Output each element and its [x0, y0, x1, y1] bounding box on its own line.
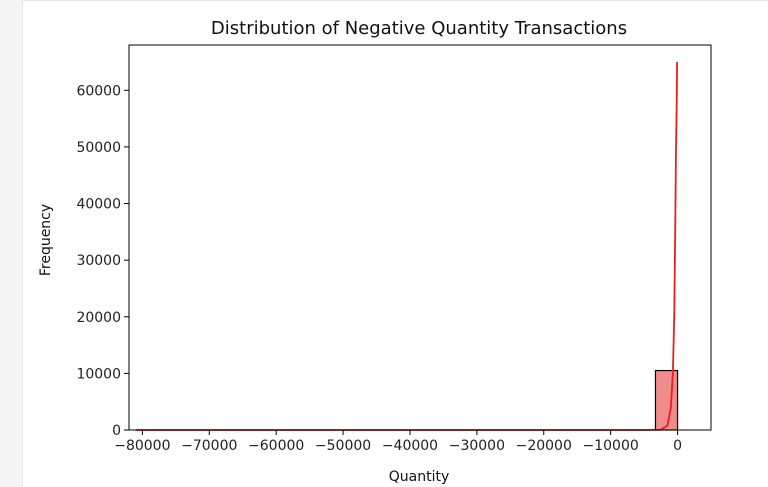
x-tick-label: −70000: [181, 438, 237, 454]
x-tick-label: −50000: [315, 438, 371, 454]
y-tick-label: 50000: [76, 140, 121, 156]
x-tick-label: −20000: [516, 438, 572, 454]
x-tick-label: −80000: [114, 438, 170, 454]
y-tick-label: 60000: [76, 83, 121, 99]
y-tick-label: 0: [112, 423, 121, 439]
y-tick-label: 40000: [76, 197, 121, 213]
kde-line: [135, 61, 678, 431]
y-axis-label: Frequency: [38, 204, 54, 276]
x-tick-label: 0: [673, 438, 682, 454]
y-tick-label: 10000: [76, 366, 121, 382]
x-tick-label: −10000: [583, 438, 639, 454]
plot-area-frame: [128, 44, 712, 431]
x-tick-label: −40000: [382, 438, 438, 454]
chart-title: Distribution of Negative Quantity Transa…: [211, 18, 627, 39]
x-axis-label: Quantity: [389, 469, 450, 485]
x-tick-label: −30000: [449, 438, 505, 454]
y-tick-label: 30000: [76, 253, 121, 269]
x-tick-label: −60000: [248, 438, 304, 454]
cell-top-border: [22, 0, 768, 1]
histogram-bar-0: [654, 369, 679, 431]
y-tick-label: 20000: [76, 310, 121, 326]
notebook-gutter: [0, 0, 23, 487]
